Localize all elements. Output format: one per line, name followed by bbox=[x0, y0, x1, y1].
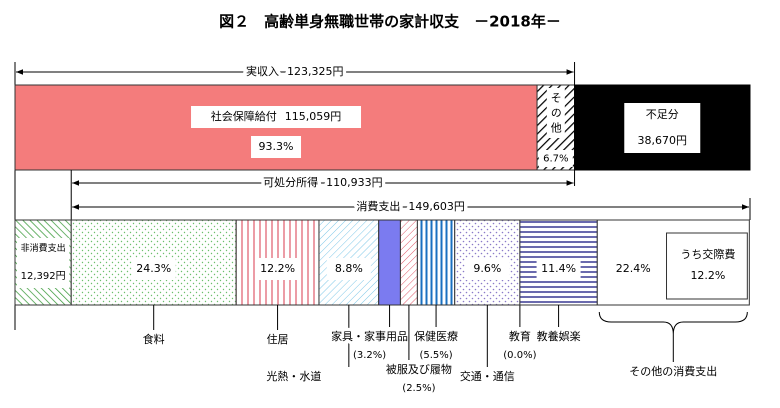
non-consumption-label: 非消費支出 bbox=[21, 242, 66, 254]
sub-item-label: うち交際費 bbox=[680, 247, 735, 261]
category-label-part: 住居 bbox=[267, 332, 289, 346]
value-label-part: 22.4% bbox=[616, 262, 651, 275]
label-box bbox=[326, 258, 371, 280]
sub-item-value: 12.2% bbox=[690, 269, 725, 282]
category-label-part: 教養娯楽 bbox=[537, 329, 581, 343]
value-label: 22.4% bbox=[616, 262, 651, 275]
category-label-part: その他の消費支出 bbox=[629, 364, 717, 378]
category-label: 家具・家事用品 bbox=[331, 329, 408, 343]
bar bbox=[399, 219, 418, 306]
income-label-part: 123,325円 bbox=[287, 65, 344, 78]
category-label: 住居 bbox=[267, 332, 289, 346]
disposable-label-part: 110,933円 bbox=[326, 176, 383, 189]
category-label-part: 食料 bbox=[143, 332, 165, 346]
label-box bbox=[546, 88, 565, 138]
category-label: 食料 bbox=[143, 332, 165, 346]
category-label: 被服及び履物 bbox=[386, 362, 452, 376]
label-box bbox=[17, 238, 70, 288]
category-label: 交通・通信 bbox=[460, 369, 515, 383]
category-label: 教養娯楽 bbox=[537, 329, 581, 343]
label-box bbox=[465, 258, 510, 280]
value-label: 9.6% bbox=[473, 262, 501, 275]
chart-title: 図２ 高齢単身無職世帯の家計収支 －2018年－ bbox=[219, 13, 561, 31]
category-label: 光熱・水道 bbox=[266, 369, 321, 383]
sub-item-label-part: うち交際費 bbox=[680, 247, 735, 261]
category-label-part: 光熱・水道 bbox=[266, 369, 321, 383]
shortfall-label-part: 不足分 bbox=[646, 108, 679, 121]
non-consumption-label-part: 非消費支出 bbox=[21, 242, 66, 254]
label-box bbox=[611, 258, 656, 280]
label-box bbox=[191, 106, 362, 128]
bar bbox=[378, 219, 401, 306]
brace bbox=[598, 311, 748, 335]
shortfall-value: 38,670円 bbox=[638, 134, 688, 147]
value-label: (3.2%) bbox=[353, 350, 386, 361]
value-label: 8.8% bbox=[335, 262, 363, 275]
label-box bbox=[538, 150, 573, 167]
label-box bbox=[624, 103, 701, 153]
value-label-part: 9.6% bbox=[473, 262, 501, 275]
social-security-share-part: 93.3% bbox=[259, 140, 294, 153]
category-label-part: 家具・家事用品 bbox=[331, 329, 408, 343]
category-label-part: 交通・通信 bbox=[460, 369, 515, 383]
value-label-part: 8.8% bbox=[335, 262, 363, 275]
sub-bar bbox=[666, 232, 748, 300]
value-label-part: (3.2%) bbox=[353, 350, 386, 361]
value-label: 11.4% bbox=[541, 262, 576, 275]
value-label: 24.3% bbox=[136, 262, 171, 275]
category-label-part: 教育 bbox=[509, 329, 531, 343]
consumption-label: 消費支出 149,603円 bbox=[356, 199, 465, 213]
bar bbox=[416, 219, 456, 306]
category-label: 教育 bbox=[509, 329, 531, 343]
other-income-share: 6.7% bbox=[543, 154, 568, 165]
value-label-part: (0.0%) bbox=[503, 350, 536, 361]
sub-item-value-part: 12.2% bbox=[690, 269, 725, 282]
shortfall-value-part: 38,670円 bbox=[638, 134, 688, 147]
value-label: (5.5%) bbox=[419, 350, 452, 361]
non-consumption-value: 12,392円 bbox=[21, 271, 66, 282]
social-security-label-part: 社会保障給付 bbox=[211, 109, 277, 123]
social-security-label-part: 115,059円 bbox=[285, 110, 342, 123]
non-consumption-value-part: 12,392円 bbox=[21, 271, 66, 282]
label-box bbox=[131, 258, 176, 280]
value-label-part: (5.5%) bbox=[419, 350, 452, 361]
other-income-label: その他 bbox=[549, 92, 562, 137]
value-label: (2.5%) bbox=[402, 383, 435, 394]
value-label-part: 12.2% bbox=[260, 262, 295, 275]
social-security-share: 93.3% bbox=[259, 140, 294, 153]
label-box bbox=[251, 136, 302, 158]
category-label: その他の消費支出 bbox=[629, 364, 717, 378]
consumption-label-part: 149,603円 bbox=[408, 200, 465, 213]
income-label: 実収入 123,325円 bbox=[246, 64, 344, 78]
label-box bbox=[536, 258, 581, 280]
disposable-label: 可処分所得 110,933円 bbox=[263, 176, 383, 189]
category-label-part: 保健医療 bbox=[414, 329, 458, 343]
value-label: (0.0%) bbox=[503, 350, 536, 361]
value-label: 12.2% bbox=[260, 262, 295, 275]
value-label-part: 24.3% bbox=[136, 262, 171, 275]
social-security-label: 社会保障給付 115,059円 bbox=[211, 109, 342, 123]
label-box bbox=[255, 258, 300, 280]
category-label: 保健医療 bbox=[414, 329, 458, 343]
other-income-share-part: 6.7% bbox=[543, 154, 568, 165]
value-label-part: 11.4% bbox=[541, 262, 576, 275]
value-label-part: (2.5%) bbox=[402, 383, 435, 394]
consumption-label-part: 消費支出 bbox=[356, 199, 400, 213]
shortfall-label: 不足分 bbox=[646, 108, 679, 121]
category-label-part: 被服及び履物 bbox=[386, 362, 452, 376]
income-label-part: 実収入 bbox=[246, 64, 279, 78]
disposable-label-part: 可処分所得 bbox=[263, 176, 318, 189]
